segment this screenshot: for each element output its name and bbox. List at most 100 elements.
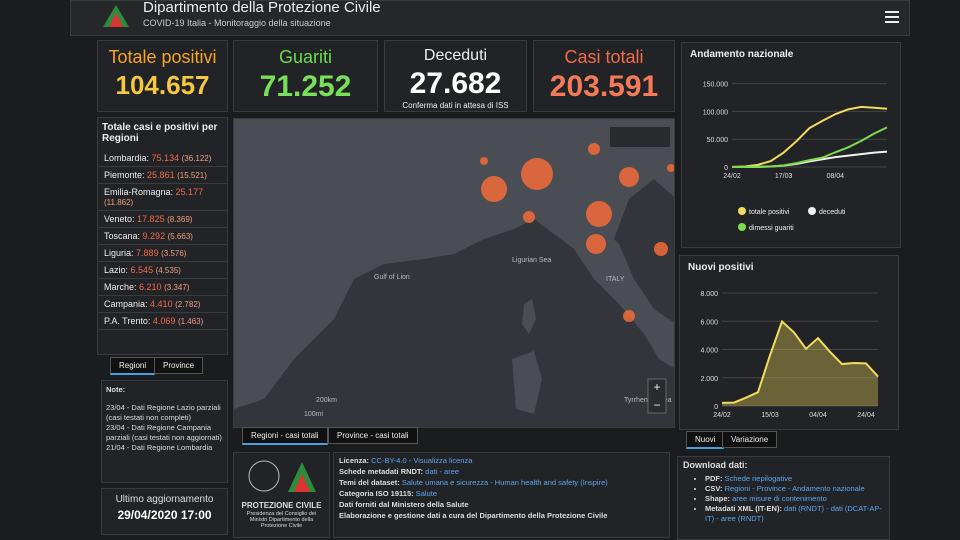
region-total: 6.545: [130, 265, 154, 275]
region-total: 6.210: [139, 282, 162, 292]
update-value: 29/04/2020 17:00: [117, 508, 212, 522]
zoom-control[interactable]: [647, 378, 667, 414]
stat-value: 104.657: [115, 70, 210, 100]
license-line: Elaborazione e gestione dati a cura del …: [339, 511, 664, 521]
trend-chart: Andamento nazionale 0 50.000 100.000 150.000…: [681, 42, 901, 248]
license-key: Categoria ISO 19115:: [339, 489, 414, 498]
x-tick-label: 08/04: [827, 173, 845, 180]
note-item: 23/04 - Dati Regione Campania parziali (…: [106, 423, 222, 442]
scale-label: 200km: [316, 397, 337, 404]
tab[interactable]: Regioni: [110, 357, 156, 375]
panel-title: Totale casi e positivi per Regioni: [102, 122, 218, 144]
region-positives: (5.663): [167, 232, 193, 241]
x-tick-label: 04/04: [809, 412, 827, 419]
menu-button[interactable]: [885, 11, 899, 23]
download-link[interactable]: dati (RNDT) - dati (DCAT-AP-IT) - aree (…: [705, 504, 882, 523]
title: Dipartimento della Protezione Civile: [143, 0, 381, 16]
download-key: PDF:: [705, 474, 723, 483]
region-positives: (36.122): [181, 154, 212, 163]
legend-label: dimessi guariti: [749, 225, 794, 232]
tab[interactable]: Regioni - casi totali: [242, 427, 328, 445]
y-tick-label: 100.000: [703, 109, 728, 116]
license-value: Salute: [415, 489, 437, 498]
region-name: Lazio:: [104, 265, 129, 275]
license-line: Categoria ISO 19115: Salute: [339, 489, 664, 499]
logo-box: PROTEZIONE CIVILE Presidenza del Consigl…: [233, 452, 330, 538]
logo-caption: Presidenza del Consiglio dei Ministri Di…: [246, 511, 317, 529]
region-positives: (2.782): [175, 300, 201, 309]
region-name: Marche:: [104, 282, 137, 292]
region-positives: (3.347): [164, 283, 190, 292]
license-line: Temi del dataset: Salute umana e sicurez…: [339, 478, 664, 488]
download-list: PDF: Schede riepilogativeCSV: Regioni - …: [683, 474, 884, 524]
stat-label: Totale positivi: [108, 47, 217, 67]
stat-label: Casi totali: [564, 47, 644, 67]
download-link[interactable]: aree misure di contenimento: [732, 494, 827, 503]
region-panel: Totale casi e positivi per Regioni Lomba…: [97, 117, 228, 355]
download-link[interactable]: Regioni - Province - Andamento nazionale: [724, 484, 865, 493]
license-key: Schede metadati RNDT:: [339, 467, 424, 476]
download-item: Metadati XML (IT-EN): dati (RNDT) - dati…: [705, 504, 884, 524]
download-link[interactable]: Schede riepilogative: [724, 474, 793, 483]
download-title: Download dati:: [683, 460, 748, 470]
region-total: 25.861: [147, 170, 175, 180]
license-value: Salute umana e sicurezza - Human health …: [401, 478, 608, 487]
y-tick-label: 150.000: [703, 82, 728, 89]
line: [731, 105, 888, 168]
note-item: 21/04 - Dati Regione Lombardia: [106, 443, 213, 452]
tab[interactable]: Province: [154, 357, 204, 374]
download-key: Shape:: [705, 494, 731, 503]
stat-value: 71.252: [259, 70, 352, 103]
region-positives: (3.576): [161, 249, 187, 258]
region-row: Piemonte: 25.861 (15.521): [98, 167, 227, 184]
update-box: Ultimo aggiornamento 29/04/2020 17:00: [101, 488, 228, 535]
stat-value: 203.591: [549, 70, 659, 103]
region-row: Toscana: 9.292 (5.663): [98, 228, 227, 245]
download-item: Shape: aree misure di contenimento: [705, 494, 884, 504]
y-tick-label: 4.000: [700, 348, 718, 355]
region-row: Veneto: 17.825 (8.369): [98, 211, 227, 228]
region-positives: (4.535): [155, 266, 181, 275]
tab[interactable]: Province - casi totali: [328, 427, 418, 444]
region-name: P.A. Trento:: [104, 316, 151, 326]
tab[interactable]: Variazione: [722, 431, 778, 448]
region-total: 4.410: [150, 299, 173, 309]
license-value: CC-BY-4.0 - Visualizza licenza: [371, 456, 473, 465]
scale-label: 100mi: [304, 411, 324, 418]
region-row: Campania: 4.410 (2.782): [98, 296, 227, 313]
region-name: Liguria:: [104, 248, 134, 258]
stat-value: 27.682: [409, 67, 502, 100]
map-tools[interactable]: [610, 127, 670, 147]
license-key: Temi del dataset:: [339, 478, 400, 487]
map-label: Ligurian Sea: [512, 257, 551, 264]
region-row: Emilia-Romagna: 25.177 (11.862): [98, 184, 227, 211]
legend-swatch: [738, 207, 746, 215]
logo-icon: [248, 460, 316, 492]
y-tick-label: 8.000: [700, 291, 718, 298]
region-positives: (11.862): [104, 198, 134, 207]
region-list: Lombardia: 75.134 (36.122) Piemonte: 25.8…: [98, 150, 227, 330]
legend-label: deceduti: [819, 209, 846, 216]
region-name: Toscana:: [104, 231, 141, 241]
notes-list: 23/04 - Dati Regione Lazio parziali (cas…: [106, 403, 223, 453]
region-name: Campania:: [104, 299, 148, 309]
license-key: Elaborazione e gestione dati a cura del …: [339, 511, 608, 520]
region-name: Piemonte:: [104, 170, 145, 180]
stat-box: Totale positivi 104.657: [97, 40, 228, 112]
tab[interactable]: Nuovi: [686, 431, 725, 449]
map-label: ITALY: [606, 276, 625, 283]
region-total: 75.134: [151, 153, 180, 163]
x-tick-label: 15/03: [761, 412, 779, 419]
x-tick-label: 17/03: [775, 173, 793, 180]
stat-box: Guariti 71.252: [233, 40, 378, 112]
download-key: CSV:: [705, 484, 723, 493]
stat-note: Conferma dati in attesa di ISS: [402, 101, 509, 110]
license-key: Licenza:: [339, 456, 370, 465]
download-item: CSV: Regioni - Province - Andamento nazi…: [705, 484, 884, 494]
x-tick-label: 24/02: [723, 173, 741, 180]
download-key: Metadati XML (IT-EN):: [705, 504, 782, 513]
license-line: Dati forniti dal Ministero della Salute: [339, 500, 664, 510]
y-tick-label: 2.000: [700, 376, 718, 383]
y-tick-label: 50.000: [707, 137, 729, 144]
